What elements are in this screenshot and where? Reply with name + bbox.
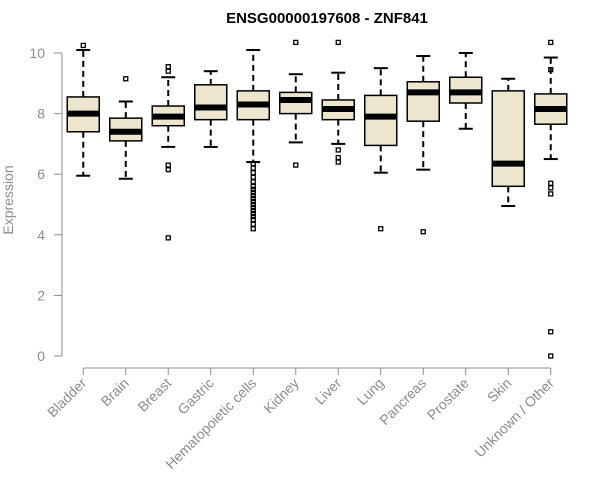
x-tick-label: Pancreas <box>376 375 429 428</box>
outlier-point <box>335 154 341 161</box>
outlier-point <box>293 39 299 46</box>
x-tick-label: Bladder <box>44 375 90 421</box>
outlier-point <box>165 167 171 173</box>
outlier-point <box>123 76 129 82</box>
y-axis-label: Expression <box>0 165 16 234</box>
outlier-point <box>250 213 256 220</box>
x-tick-label: Unknown / Other <box>471 375 557 461</box>
y-tick-label: 10 <box>29 45 45 61</box>
outlier-point <box>250 189 256 196</box>
box-group <box>109 76 143 180</box>
y-axis: 0 2 4 6 8 10 <box>29 45 63 364</box>
outlier-point <box>548 180 554 186</box>
y-tick-label: 4 <box>37 227 45 243</box>
x-tick-label: Brain <box>97 375 131 409</box>
x-tick-label: Skin <box>484 375 515 406</box>
outlier-point <box>250 226 256 232</box>
x-tick-label: Breast <box>134 375 174 415</box>
box-group <box>491 77 525 208</box>
outlier-point <box>250 183 256 189</box>
outlier-point <box>548 39 554 46</box>
outlier-point <box>335 159 341 165</box>
outlier-point <box>165 235 171 241</box>
outlier-point <box>548 353 554 359</box>
y-tick-label: 2 <box>37 287 45 303</box>
iqr-box <box>406 81 440 122</box>
iqr-box <box>279 91 313 115</box>
outlier-point <box>548 185 554 191</box>
outlier-point <box>250 204 256 211</box>
outlier-point <box>250 192 256 199</box>
outlier-point <box>250 174 256 180</box>
outlier-point <box>250 186 256 193</box>
outlier-point <box>250 221 256 227</box>
box-group <box>194 70 228 148</box>
box-series <box>66 39 568 359</box>
outlier-point <box>250 210 256 217</box>
box-group <box>449 52 483 130</box>
x-tick-label: Liver <box>312 375 345 408</box>
box-group <box>236 48 270 232</box>
x-tick-label: Lung <box>354 375 387 408</box>
iqr-box <box>364 94 398 147</box>
box-group <box>406 55 440 235</box>
outlier-point <box>250 207 256 214</box>
box-group <box>321 39 355 165</box>
box-group <box>364 67 398 232</box>
outlier-point <box>80 42 86 49</box>
outlier-point <box>250 160 256 167</box>
outlier-point <box>378 226 384 232</box>
outlier-point <box>548 191 554 197</box>
outlier-point <box>250 170 256 176</box>
outlier-point <box>420 229 426 235</box>
outlier-point <box>250 195 256 202</box>
outlier-point <box>250 179 256 185</box>
outlier-point <box>165 63 171 70</box>
outlier-point <box>165 162 171 168</box>
y-tick-label: 8 <box>37 106 45 122</box>
y-tick-label: 0 <box>37 348 45 364</box>
iqr-box <box>491 90 525 188</box>
outlier-point <box>293 162 299 168</box>
outlier-point <box>335 147 341 153</box>
outlier-point <box>250 198 256 205</box>
outlier-point <box>335 39 341 46</box>
x-tick-label: Prostate <box>424 375 472 423</box>
box-group <box>151 63 185 241</box>
outlier-point <box>548 67 554 73</box>
box-group <box>66 42 100 177</box>
y-tick-label: 6 <box>37 166 45 182</box>
x-tick-label: Kidney <box>260 375 302 417</box>
outlier-point <box>250 216 256 223</box>
chart-title: ENSG00000197608 - ZNF841 <box>226 10 428 27</box>
box-group <box>534 39 568 359</box>
outlier-point <box>250 201 256 208</box>
outlier-point <box>548 329 554 335</box>
iqr-box <box>194 84 228 121</box>
outlier-point <box>165 68 171 74</box>
box-group <box>279 39 313 168</box>
outlier-point <box>250 165 256 171</box>
